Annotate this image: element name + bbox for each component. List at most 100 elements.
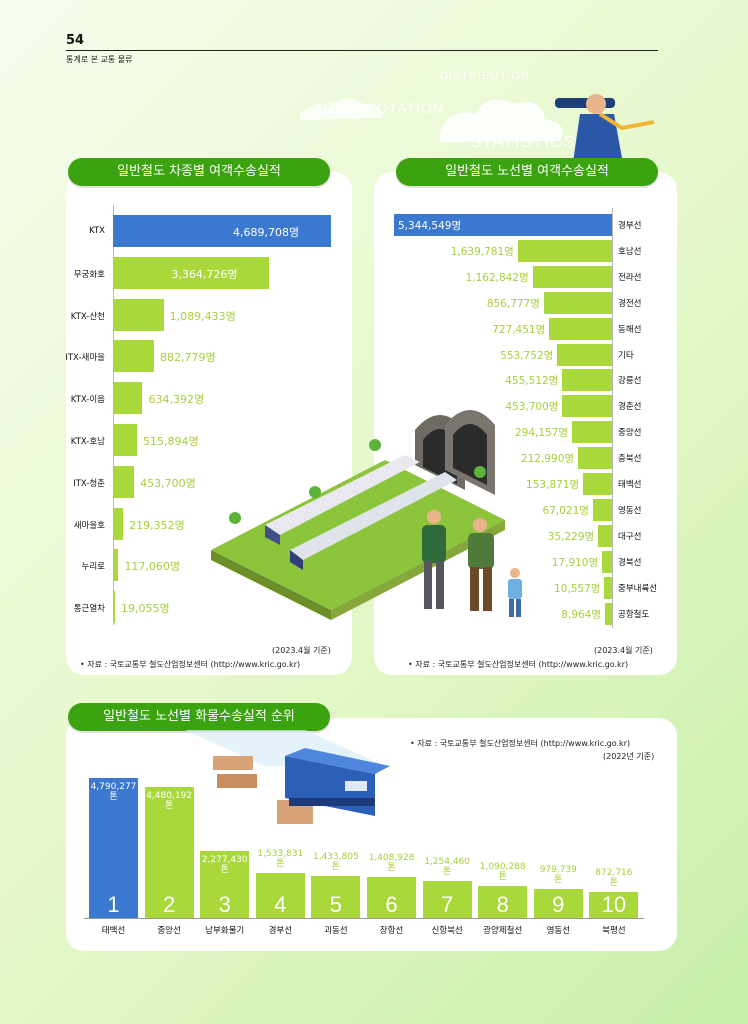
bar: [113, 507, 124, 540]
bar-category-label: 경춘선: [618, 402, 642, 413]
bar: [562, 395, 612, 418]
bar-category-label: 통근열차: [73, 604, 105, 615]
bar-category-label: 경부선: [268, 926, 293, 936]
rank-number: 4: [274, 892, 287, 917]
panel-line-passenger-basis: (2023.4월 기준): [594, 646, 653, 655]
bar-value-label: 882,779명: [160, 351, 216, 365]
bar-value-label: 4,689,708명: [233, 226, 300, 239]
chart-axis: [612, 208, 613, 628]
bar-value-label: 3,364,726명: [171, 267, 238, 281]
person-icon: [468, 518, 494, 611]
bar-value-label: 67,021명: [542, 504, 589, 517]
bar-category-label: 영동선: [546, 926, 571, 936]
train-icon: [265, 455, 457, 570]
bar: [598, 524, 612, 547]
header-decoration: DISTRIBUTION TRANSPOTATION STATISTICS: [300, 62, 700, 172]
bar: [113, 424, 137, 456]
bar-category-label: KTX-이음: [70, 395, 105, 406]
bar: [255, 873, 305, 918]
bar: [583, 473, 612, 495]
bar: [89, 778, 138, 918]
binoculars-person-icon: [555, 94, 655, 169]
bar-category-label: 기타: [618, 350, 634, 361]
bar: [517, 239, 612, 262]
rank-number: 10: [601, 892, 627, 917]
panel-freight-rank-title: 일반철도 노선별 화물수송실적 순위: [68, 703, 330, 731]
bar-category-label: 누리로: [81, 562, 105, 573]
rank-number: 2: [162, 892, 176, 917]
chart-axis: [113, 205, 114, 625]
bar: [478, 886, 528, 918]
bar-category-label: 동해선: [618, 324, 642, 335]
bar-value-label: 634,392명: [148, 393, 205, 407]
bar-value-label: 1,089,433명: [169, 309, 236, 323]
bar-category-label: 경북선: [618, 557, 642, 568]
bar-value-label: 4,790,277 톤: [90, 782, 137, 802]
bar-category-label: KTX-산천: [70, 311, 105, 322]
bar-value-label: 117,060명: [124, 560, 181, 574]
bar: [113, 340, 155, 373]
bar-value-label: 1,639,781명: [450, 245, 514, 258]
bar-category-label: 남부화물기: [205, 926, 245, 936]
bar-category-label: 경전선: [618, 298, 642, 309]
bar-category-label: ITX-새마을: [65, 353, 105, 364]
bar-category-label: 신항북선: [431, 926, 463, 936]
bar: [589, 892, 639, 918]
bar-category-label: 충북선: [618, 454, 642, 465]
deco-word: TRANSPOTATION: [314, 100, 444, 116]
bar-value-label: 1,533,831 톤: [257, 849, 304, 870]
bar-value-label: 35,229명: [547, 530, 595, 543]
bar-category-label: 새마을호: [73, 520, 105, 531]
bar-category-label: 괴동선: [324, 926, 348, 936]
bar: [113, 549, 119, 582]
bar-category-label: KTX: [89, 226, 105, 236]
bar-category-label: 중부내륙선: [618, 583, 658, 594]
bar-category-label: 중앙선: [157, 926, 181, 936]
panel-line-passenger-source: • 자료 : 국토교통부 철도산업정보센터 (http://www.kric.g…: [408, 660, 629, 669]
bar: [113, 215, 331, 247]
panel-freight-rank-source: • 자료 : 국토교통부 철도산업정보센터 (http://www.kric.g…: [410, 739, 631, 748]
panel-vehicle-type-basis: (2023.4월 기준): [272, 646, 331, 655]
person-icon: [422, 510, 446, 609]
bar-value-label: 2,277,430 톤: [201, 855, 248, 876]
bar-category-label: 전라선: [618, 272, 642, 283]
bar-category-label: 장항선: [379, 926, 404, 936]
bar-value-label: 1,408,928 톤: [368, 852, 415, 873]
bar: [144, 787, 194, 918]
bar-category-label: ITX-청춘: [73, 478, 105, 489]
bar: [602, 550, 612, 573]
bar-value-label: 17,910명: [551, 556, 599, 569]
bar: [113, 591, 115, 624]
bar-category-label: 태백선: [101, 926, 126, 936]
bar-category-label: 대구선: [618, 531, 642, 542]
bar-category-label: 공항철도: [618, 609, 650, 620]
rank-number: 9: [552, 892, 565, 917]
bar-value-label: 453,700명: [505, 401, 559, 414]
people-illustration: [422, 510, 522, 617]
bar-value-label: 856,777명: [486, 297, 540, 310]
bar-category-label: 태백선: [618, 480, 642, 490]
bar-value-label: 1,090,288 톤: [479, 862, 526, 883]
bar-value-label: 10,557명: [554, 582, 601, 595]
chart-baseline: [84, 918, 644, 919]
bar-value-label: 8,964명: [561, 608, 602, 621]
bar-category-label: 중앙선: [618, 428, 642, 439]
bar: [532, 265, 612, 288]
bar-value-label: 153,871명: [526, 479, 580, 491]
bar: [543, 291, 612, 314]
bar: [394, 214, 612, 236]
bar: [562, 369, 612, 392]
panel-vehicle-type-title: 일반철도 차종별 여객수송실적: [68, 158, 330, 186]
panel-line-passenger-title: 일반철도 노선별 여객수송실적: [396, 158, 658, 186]
bar: [113, 465, 135, 498]
bar: [113, 298, 164, 331]
bar-category-label: 북평선: [602, 926, 626, 936]
bar: [592, 498, 612, 521]
bar-category-label: 강릉선: [618, 376, 642, 387]
rank-number: 3: [218, 892, 231, 917]
panel-freight-rank-basis: (2022년 기준): [603, 752, 655, 761]
bar-value-label: 212,990명: [520, 453, 575, 466]
bar-category-label: 광양제철선: [483, 926, 523, 936]
locomotive-icon: [285, 748, 390, 816]
bar-value-label: 4,480,192 톤: [146, 791, 192, 812]
